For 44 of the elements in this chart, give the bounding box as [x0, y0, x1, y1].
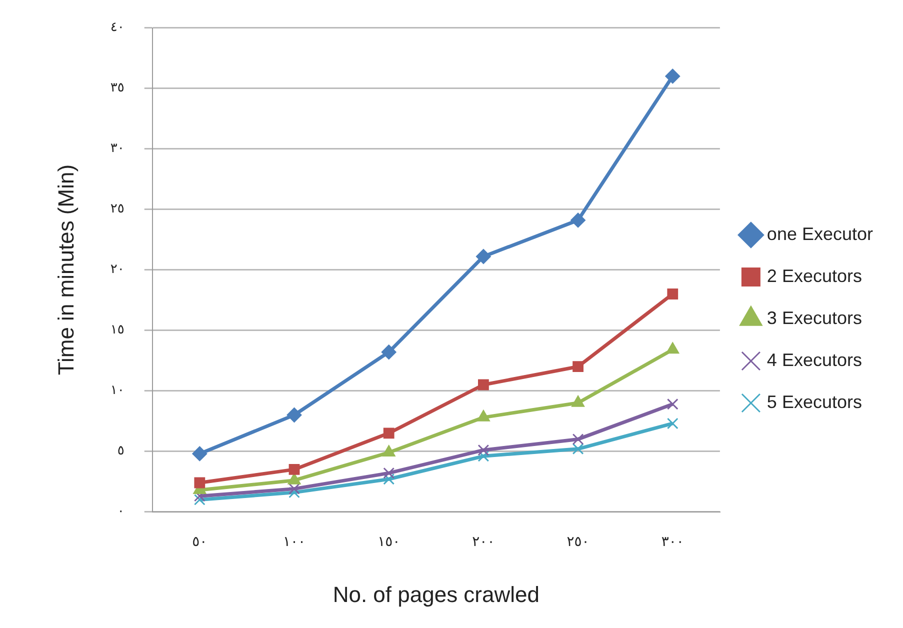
- legend-label: 3 Executors: [766, 308, 862, 328]
- y-tick-label: ١٠: [110, 383, 124, 398]
- point: [383, 428, 394, 439]
- point: [192, 446, 208, 462]
- legend-label: 2 Executors: [766, 266, 862, 286]
- y-tick-label: ٥: [117, 444, 124, 459]
- y-tick-label: ٤٠: [110, 20, 124, 36]
- point: [572, 361, 584, 372]
- x-axis-title: No. of pages crawled: [332, 582, 540, 607]
- point: [478, 450, 490, 462]
- point: [194, 477, 206, 488]
- legend-label: 4 Executors: [766, 350, 862, 370]
- point: [382, 445, 396, 457]
- x-tick-label: ٢٠٠: [472, 534, 495, 550]
- point: [570, 212, 586, 228]
- point: [572, 443, 584, 455]
- x-tick-label: ١٥٠: [378, 534, 400, 550]
- x-tick-label: ٥٠: [192, 534, 208, 550]
- point: [383, 473, 395, 485]
- x-tick-label: ٣٠٠: [661, 534, 684, 550]
- legend-label: 5 Executors: [766, 392, 862, 412]
- point: [666, 418, 678, 430]
- x-tick-label: ١٠٠: [282, 534, 306, 550]
- point: [383, 467, 395, 479]
- point: [476, 248, 491, 264]
- y-tick-label: ٣٥: [110, 80, 124, 96]
- point: [478, 379, 489, 390]
- x-tick-label: ٢٥٠: [566, 534, 590, 550]
- y-tick-label: ٣٠: [110, 141, 124, 156]
- point: [288, 464, 300, 475]
- point: [666, 398, 678, 410]
- point: [381, 344, 396, 360]
- y-tick-label: ١٥: [110, 322, 124, 338]
- legend-label: one Executor: [766, 224, 874, 244]
- point: [286, 408, 302, 422]
- point: [288, 483, 300, 495]
- point: [572, 434, 584, 445]
- point: [667, 288, 678, 300]
- point: [665, 68, 680, 84]
- y-tick-label: ٢٠: [110, 262, 124, 278]
- y-axis-title: Time in minutes (Min): [53, 164, 78, 376]
- y-tick-label: ٢٥: [110, 202, 124, 217]
- point: [478, 444, 490, 456]
- y-tick-label: ٠: [117, 504, 124, 520]
